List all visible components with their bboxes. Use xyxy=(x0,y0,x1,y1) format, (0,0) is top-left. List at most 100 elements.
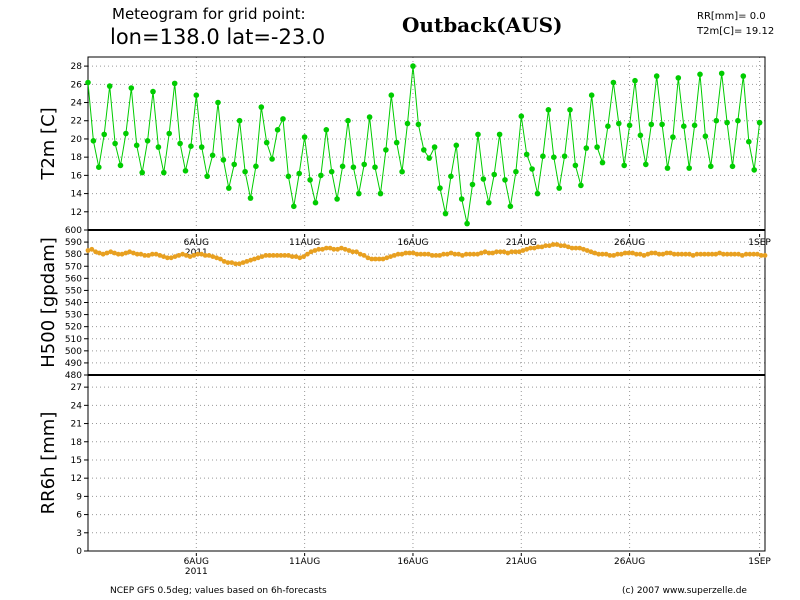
h500-point xyxy=(240,260,246,265)
t2m-point xyxy=(334,196,340,202)
t2m-point xyxy=(399,168,405,175)
h500-point xyxy=(486,250,492,256)
t2m-point xyxy=(729,163,736,170)
t2m-point xyxy=(686,165,692,171)
t2m-point xyxy=(616,120,622,127)
t2m-point xyxy=(426,155,433,161)
t2m-point xyxy=(188,143,194,149)
t2m-point xyxy=(648,121,655,128)
t2m-point xyxy=(410,63,416,69)
y-tick-label: 18 xyxy=(71,438,83,448)
t2m-point xyxy=(182,168,189,174)
y-tick-label: 510 xyxy=(65,335,82,345)
y-tick-label: 500 xyxy=(65,347,82,357)
h500-point xyxy=(751,251,757,257)
h500-point xyxy=(289,254,295,259)
y-tick-label: 540 xyxy=(65,299,82,309)
t2m-point xyxy=(491,171,498,178)
t2m-point xyxy=(545,107,552,113)
t2m-point xyxy=(269,156,275,162)
h500-point xyxy=(721,251,726,257)
t2m-point xyxy=(155,144,162,150)
h500-point xyxy=(214,255,220,261)
h500-point xyxy=(736,251,741,257)
h500-point xyxy=(482,249,488,255)
h500-point xyxy=(577,245,583,251)
rr6h-x-tick-label: 11AUG xyxy=(289,557,320,567)
h500-point xyxy=(414,251,420,257)
h500-point xyxy=(505,250,511,256)
h500-point xyxy=(426,251,431,257)
h500-point xyxy=(142,253,148,258)
t2m-point xyxy=(171,80,178,87)
t2m-point xyxy=(702,133,709,139)
h500-point xyxy=(607,253,613,258)
y-tick-label: 27 xyxy=(71,383,82,393)
t2m-point xyxy=(356,190,362,197)
h500-point xyxy=(645,251,651,257)
t2m-point xyxy=(475,131,481,138)
h500-point xyxy=(516,249,522,255)
h500-point xyxy=(134,251,140,257)
y-tick-label: 550 xyxy=(65,286,82,296)
t2m-point xyxy=(128,85,135,91)
h500-point xyxy=(323,245,329,251)
t2m-point xyxy=(561,153,568,159)
t2m-point xyxy=(751,167,757,173)
h500-point xyxy=(588,249,594,255)
t2m-point xyxy=(90,138,97,144)
t2m-point xyxy=(659,121,665,128)
h500-point xyxy=(195,251,201,257)
h500-point xyxy=(206,253,212,258)
y-tick-label: 9 xyxy=(76,492,82,502)
h500-point xyxy=(335,246,340,252)
t2m-point xyxy=(437,185,443,191)
h500-point xyxy=(528,245,533,251)
h500-point xyxy=(157,253,163,258)
h500-x-tick-label: 1SEP xyxy=(748,238,771,248)
t2m-point xyxy=(226,185,232,191)
rr6h-x-tick-label: 16AUG xyxy=(397,557,428,567)
t2m-point xyxy=(567,107,573,113)
h500-point xyxy=(569,245,575,251)
t2m-point xyxy=(632,77,638,84)
t2m-point xyxy=(540,153,546,159)
h500-point xyxy=(365,255,371,261)
h500-point xyxy=(146,253,151,258)
h500-point xyxy=(357,251,363,257)
t2m-point xyxy=(318,172,324,179)
t2m-point xyxy=(448,173,454,180)
t2m-point xyxy=(350,164,357,170)
t2m-point xyxy=(735,117,741,124)
h500-point xyxy=(509,249,514,255)
h500-point xyxy=(683,251,688,257)
h500-point xyxy=(649,250,654,256)
h500-point xyxy=(687,251,692,257)
t2m-point xyxy=(626,122,633,129)
h500-point xyxy=(520,248,526,253)
t2m-point xyxy=(664,165,671,171)
t2m-point xyxy=(572,162,579,169)
h500-x-tick-label: 6AUG xyxy=(184,238,209,248)
h500-point xyxy=(573,245,579,251)
h500-point xyxy=(308,249,314,255)
t2m-point xyxy=(177,140,183,147)
h500-point xyxy=(732,251,738,257)
chart-title-coordinates: lon=138.0 lat=-23.0 xyxy=(110,25,326,49)
y-axis-label: RR6h [mm] xyxy=(38,412,59,515)
y-tick-label: 530 xyxy=(65,311,82,321)
h500-point xyxy=(622,250,628,256)
t2m-point xyxy=(377,190,384,197)
h500-point xyxy=(274,253,280,258)
copyright-credit: (c) 2007 www.superzelle.de xyxy=(622,586,747,596)
t2m-point xyxy=(681,123,687,129)
y-tick-label: 3 xyxy=(76,529,82,539)
h500-point xyxy=(115,251,121,257)
t2m-point xyxy=(242,168,248,175)
t2m-point xyxy=(523,151,530,158)
h500-point xyxy=(236,261,242,267)
h500-point xyxy=(320,246,325,252)
t2m-point xyxy=(458,196,465,202)
h500-point xyxy=(524,246,530,252)
y-tick-label: 28 xyxy=(71,62,83,72)
